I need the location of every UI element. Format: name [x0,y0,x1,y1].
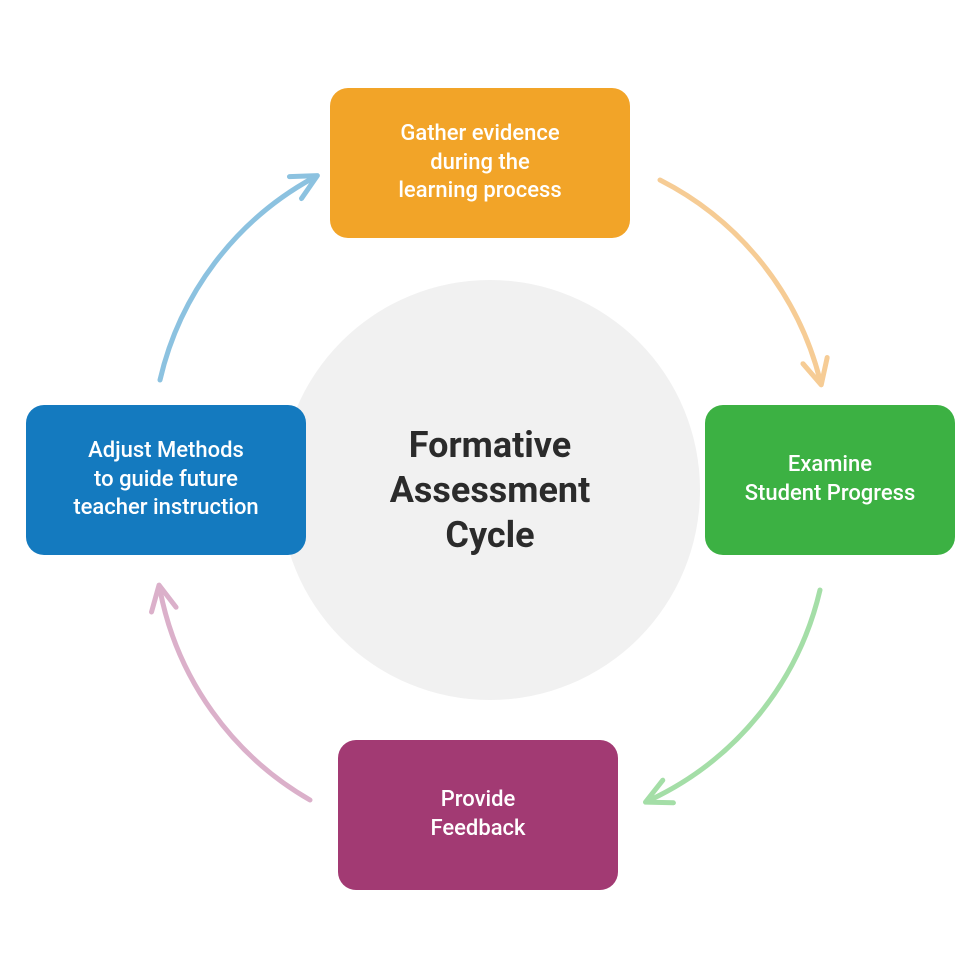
diagram-canvas: Formative Assessment Cycle Gather eviden… [0,0,980,980]
center-title: Formative Assessment Cycle [280,280,700,700]
node-adjust: Adjust Methods to guide future teacher i… [26,405,306,555]
node-gather: Gather evidence during the learning proc… [330,88,630,238]
node-feedback: Provide Feedback [338,740,618,890]
node-examine-label: Examine Student Progress [745,451,916,508]
node-adjust-label: Adjust Methods to guide future teacher i… [73,437,258,523]
node-feedback-label: Provide Feedback [430,786,525,843]
node-examine: Examine Student Progress [705,405,955,555]
node-gather-label: Gather evidence during the learning proc… [398,120,561,206]
